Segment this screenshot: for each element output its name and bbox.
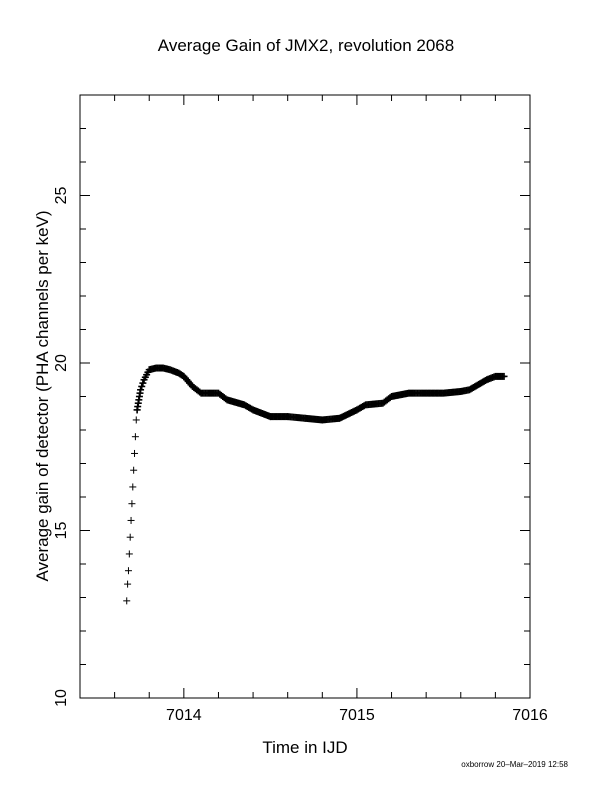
data-point [126, 533, 134, 541]
footer-note: oxborrow 20–Mar–2019 12:58 [461, 760, 568, 769]
data-point [137, 386, 145, 394]
data-point [123, 597, 131, 605]
data-point [131, 449, 139, 457]
data-points [123, 364, 508, 605]
data-point [128, 500, 136, 508]
y-axis-label: Average gain of detector (PHA channels p… [33, 210, 52, 581]
data-point [125, 550, 133, 558]
data-point [138, 382, 146, 390]
data-point [130, 466, 138, 474]
data-point [139, 379, 147, 387]
y-tick-label: 25 [53, 187, 70, 205]
data-point [124, 567, 132, 575]
axis-ticks [79, 94, 531, 699]
data-point [124, 580, 132, 588]
data-point [500, 372, 508, 380]
x-axis-label: Time in IJD [262, 738, 348, 757]
y-tick-label: 10 [53, 689, 70, 707]
y-tick-label: 15 [53, 522, 70, 540]
y-tick-label: 20 [53, 354, 70, 372]
axis-tick-labels: 7014 7015 7016 10 15 20 25 [53, 187, 548, 725]
plot-frame [79, 94, 531, 699]
x-tick-label: 7014 [166, 707, 202, 724]
x-tick-label: 7016 [512, 707, 548, 724]
data-point [129, 483, 137, 491]
x-tick-label: 7015 [339, 707, 375, 724]
data-point [127, 516, 135, 524]
data-point [132, 416, 140, 424]
data-point [131, 433, 139, 441]
chart-title: Average Gain of JMX2, revolution 2068 [157, 36, 455, 55]
